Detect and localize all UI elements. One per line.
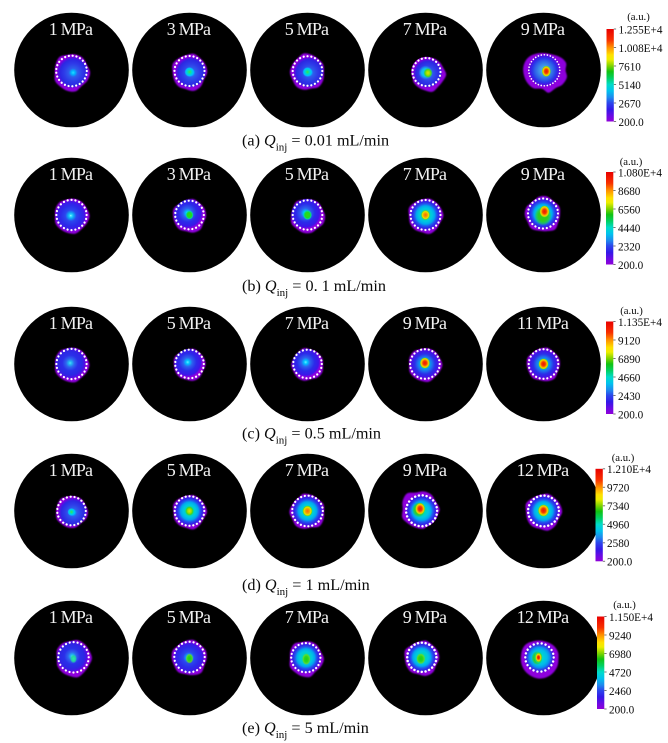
svg-text:9 MPa: 9 MPa xyxy=(521,19,565,39)
svg-text:12 MPa: 12 MPa xyxy=(517,607,570,627)
svg-text:1.255E+4: 1.255E+4 xyxy=(619,24,663,36)
svg-text:(e) Qinj = 5 mL/min: (e) Qinj = 5 mL/min xyxy=(242,719,369,741)
svg-text:1 MPa: 1 MPa xyxy=(49,164,93,184)
svg-text:9240: 9240 xyxy=(609,630,632,642)
svg-text:1 MPa: 1 MPa xyxy=(49,607,93,627)
svg-text:(a.u.): (a.u.) xyxy=(613,599,636,611)
svg-text:(c) Qinj = 0.5 mL/min: (c) Qinj = 0.5 mL/min xyxy=(242,425,381,447)
svg-text:(a.u.): (a.u.) xyxy=(612,452,635,464)
svg-text:200.0: 200.0 xyxy=(618,260,644,272)
svg-text:1.210E+4: 1.210E+4 xyxy=(607,464,651,476)
svg-text:9 MPa: 9 MPa xyxy=(403,607,447,627)
svg-text:5 MPa: 5 MPa xyxy=(167,607,211,627)
svg-text:200.0: 200.0 xyxy=(618,409,644,421)
svg-text:12 MPa: 12 MPa xyxy=(517,460,570,480)
svg-text:5 MPa: 5 MPa xyxy=(167,460,211,480)
svg-text:7 MPa: 7 MPa xyxy=(285,460,329,480)
svg-text:4440: 4440 xyxy=(618,223,641,235)
svg-text:6560: 6560 xyxy=(618,204,641,216)
svg-text:1.080E+4: 1.080E+4 xyxy=(618,167,662,179)
svg-text:5 MPa: 5 MPa xyxy=(285,19,329,39)
svg-text:2320: 2320 xyxy=(618,241,641,253)
svg-text:2580: 2580 xyxy=(607,538,630,550)
svg-text:11 MPa: 11 MPa xyxy=(517,313,569,333)
svg-text:5140: 5140 xyxy=(619,80,642,92)
svg-text:5 MPa: 5 MPa xyxy=(167,313,211,333)
svg-text:1 MPa: 1 MPa xyxy=(49,313,93,333)
svg-text:4960: 4960 xyxy=(607,520,630,532)
svg-text:9720: 9720 xyxy=(607,483,630,495)
svg-text:4720: 4720 xyxy=(609,667,632,679)
svg-text:(a.u.): (a.u.) xyxy=(620,305,643,317)
svg-text:1 MPa: 1 MPa xyxy=(49,19,93,39)
svg-text:9 MPa: 9 MPa xyxy=(403,460,447,480)
svg-text:1.135E+4: 1.135E+4 xyxy=(618,317,662,329)
svg-text:9 MPa: 9 MPa xyxy=(403,313,447,333)
svg-text:(a.u.): (a.u.) xyxy=(620,156,643,168)
svg-text:200.0: 200.0 xyxy=(607,557,633,569)
svg-text:3 MPa: 3 MPa xyxy=(167,19,211,39)
svg-text:3 MPa: 3 MPa xyxy=(167,164,211,184)
svg-text:2430: 2430 xyxy=(618,391,641,403)
svg-text:6980: 6980 xyxy=(609,649,632,661)
svg-text:7340: 7340 xyxy=(607,501,630,513)
svg-text:8680: 8680 xyxy=(618,186,641,198)
svg-text:200.0: 200.0 xyxy=(609,704,635,716)
svg-text:4660: 4660 xyxy=(618,372,641,384)
svg-text:(a.u.): (a.u.) xyxy=(627,11,650,23)
svg-text:(d) Qinj = 1 mL/min: (d) Qinj = 1 mL/min xyxy=(242,576,370,598)
svg-text:5 MPa: 5 MPa xyxy=(285,164,329,184)
svg-text:7 MPa: 7 MPa xyxy=(403,164,447,184)
svg-text:200.0: 200.0 xyxy=(619,117,645,129)
svg-text:1 MPa: 1 MPa xyxy=(49,460,93,480)
svg-text:2460: 2460 xyxy=(609,686,632,698)
svg-text:6890: 6890 xyxy=(618,354,641,366)
svg-text:2670: 2670 xyxy=(619,98,642,110)
svg-text:7 MPa: 7 MPa xyxy=(403,19,447,39)
svg-text:7 MPa: 7 MPa xyxy=(285,313,329,333)
svg-text:1.008E+4: 1.008E+4 xyxy=(619,43,663,55)
svg-text:1.150E+4: 1.150E+4 xyxy=(609,612,653,624)
svg-text:7 MPa: 7 MPa xyxy=(285,607,329,627)
svg-text:9 MPa: 9 MPa xyxy=(521,164,565,184)
svg-text:7610: 7610 xyxy=(619,61,642,73)
svg-text:9120: 9120 xyxy=(618,335,641,347)
